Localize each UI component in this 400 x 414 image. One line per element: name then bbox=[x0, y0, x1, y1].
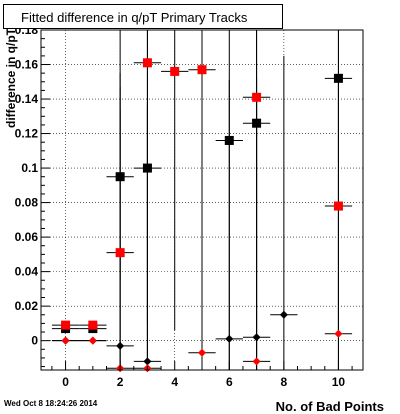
y-tick-label: 0.08 bbox=[15, 196, 39, 210]
y-tick-label: 0.1 bbox=[21, 161, 38, 175]
diamond-marker bbox=[143, 357, 152, 366]
diamond-marker bbox=[88, 336, 97, 345]
square-marker bbox=[61, 320, 71, 330]
chart-title-box: Fitted difference in q/pT Primary Tracks bbox=[3, 4, 283, 29]
square-marker bbox=[333, 201, 343, 211]
timestamp: Wed Oct 8 18:24:26 2014 bbox=[4, 399, 98, 408]
diamond-marker bbox=[279, 310, 288, 319]
diamond-marker bbox=[252, 333, 261, 342]
square-marker bbox=[252, 92, 262, 102]
error-bars bbox=[51, 30, 353, 370]
y-tick-label: 0 bbox=[31, 334, 38, 348]
square-marker bbox=[197, 65, 207, 75]
y-tick-label: 0.14 bbox=[15, 92, 39, 106]
diamond-marker bbox=[225, 334, 234, 343]
tick-labels: 0 2 4 6 8 1000.020.040.060.080.10.120.140.160… bbox=[15, 23, 346, 389]
y-tick-label: 0.16 bbox=[15, 58, 39, 72]
diamond-marker bbox=[198, 348, 206, 357]
x-tick-label: 8 bbox=[281, 375, 288, 389]
square-marker bbox=[333, 73, 343, 83]
diamond-marker bbox=[252, 357, 261, 366]
square-marker bbox=[224, 135, 234, 145]
x-tick-label: 10 bbox=[332, 375, 346, 389]
x-axis-label: No. of Bad Points bbox=[276, 399, 384, 414]
square-marker bbox=[88, 320, 98, 330]
square-marker bbox=[142, 163, 152, 173]
x-tick-label: 4 bbox=[171, 375, 178, 389]
y-tick-label: 0.12 bbox=[15, 127, 39, 141]
x-tick-label: 6 bbox=[226, 375, 233, 389]
x-tick-label: 0 bbox=[62, 375, 69, 389]
data-markers bbox=[61, 58, 343, 373]
y-tick-label: 0.06 bbox=[15, 230, 39, 244]
axes bbox=[40, 29, 364, 371]
y-tick-label: 0.04 bbox=[15, 265, 39, 279]
y-axis-label: difference in q/pT bbox=[4, 27, 18, 128]
x-tick-label: 2 bbox=[117, 375, 124, 389]
y-tick-label: 0.02 bbox=[15, 299, 39, 313]
chart-title: Fitted difference in q/pT Primary Tracks bbox=[21, 10, 248, 25]
square-marker bbox=[142, 58, 152, 68]
square-marker bbox=[170, 66, 180, 76]
square-marker bbox=[115, 172, 125, 182]
diamond-marker bbox=[61, 336, 70, 345]
square-marker bbox=[252, 118, 262, 128]
square-marker bbox=[115, 248, 125, 258]
diamond-marker bbox=[334, 329, 343, 338]
diamond-marker bbox=[116, 341, 125, 350]
